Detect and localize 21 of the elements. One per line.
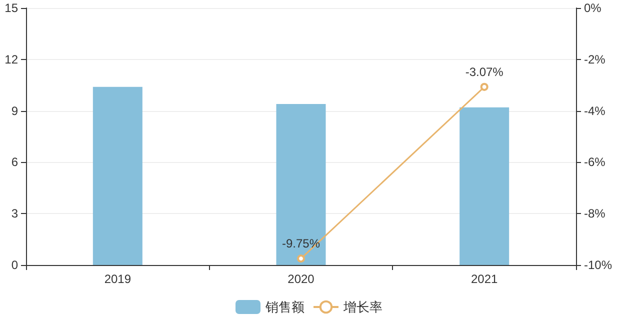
legend-label: 增长率 (342, 300, 382, 314)
x-tick-label: 2020 (288, 272, 315, 286)
bar (276, 104, 326, 265)
y2-tick-label: -10% (584, 258, 612, 272)
y2-tick-label: -2% (584, 52, 606, 66)
bar (460, 107, 510, 265)
y-tick-label: 15 (4, 1, 18, 15)
x-tick-label: 2021 (470, 272, 498, 286)
y-tick-label: 3 (11, 206, 18, 221)
y2-tick-label: -4% (584, 104, 606, 118)
y2-tick-label: -8% (584, 206, 606, 221)
y-tick-label: 0 (11, 258, 18, 272)
y-tick-label: 6 (11, 155, 18, 170)
x-tick-label: 2019 (104, 272, 132, 286)
y-tick-label: 9 (11, 104, 18, 118)
data-label: -3.07% (465, 64, 504, 79)
y-tick-label: 12 (4, 52, 18, 66)
bar (92, 86, 142, 265)
legend-label: 销售额 (264, 300, 304, 314)
y2-tick-label: -6% (584, 155, 606, 170)
y2-tick-label: 0% (584, 1, 602, 15)
